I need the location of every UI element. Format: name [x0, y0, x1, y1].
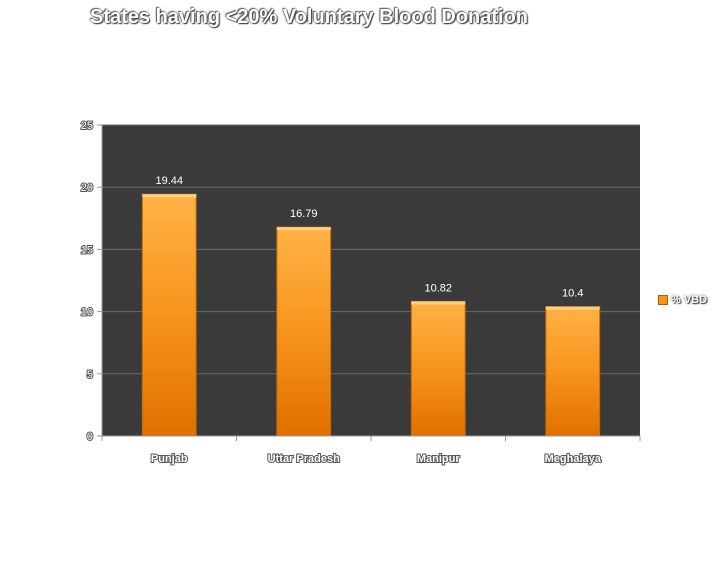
legend-label: % VBD [671, 294, 708, 306]
y-tick-label: 0 [87, 431, 93, 443]
data-label: 10.4 [562, 288, 583, 300]
bar-meghalaya [545, 306, 601, 437]
category-label: Punjab [151, 453, 188, 465]
data-label: 10.82 [424, 282, 452, 294]
category-label: Meghalaya [545, 453, 602, 465]
data-label: 19.44 [155, 175, 183, 187]
bar-manipur [410, 300, 466, 437]
y-tick-label: 15 [81, 244, 93, 256]
category-label: Manipur [417, 453, 460, 465]
bar-highlight [411, 301, 466, 305]
bar-highlight [545, 306, 600, 310]
legend-swatch [658, 295, 668, 305]
category-label: Uttar Pradesh [268, 453, 340, 465]
y-tick-label: 10 [81, 307, 93, 319]
data-label: 16.79 [290, 208, 318, 220]
bar-punjab [141, 193, 197, 437]
legend: % VBD [658, 294, 707, 306]
chart-title: States having <20% Voluntary Blood Donat… [90, 6, 529, 28]
y-tick-label: 20 [81, 182, 93, 194]
y-tick-label: 25 [81, 120, 93, 132]
y-tick-label: 5 [87, 369, 93, 381]
bar-highlight [276, 227, 331, 231]
bar-uttar-pradesh [276, 226, 332, 437]
bar-highlight [142, 194, 197, 198]
